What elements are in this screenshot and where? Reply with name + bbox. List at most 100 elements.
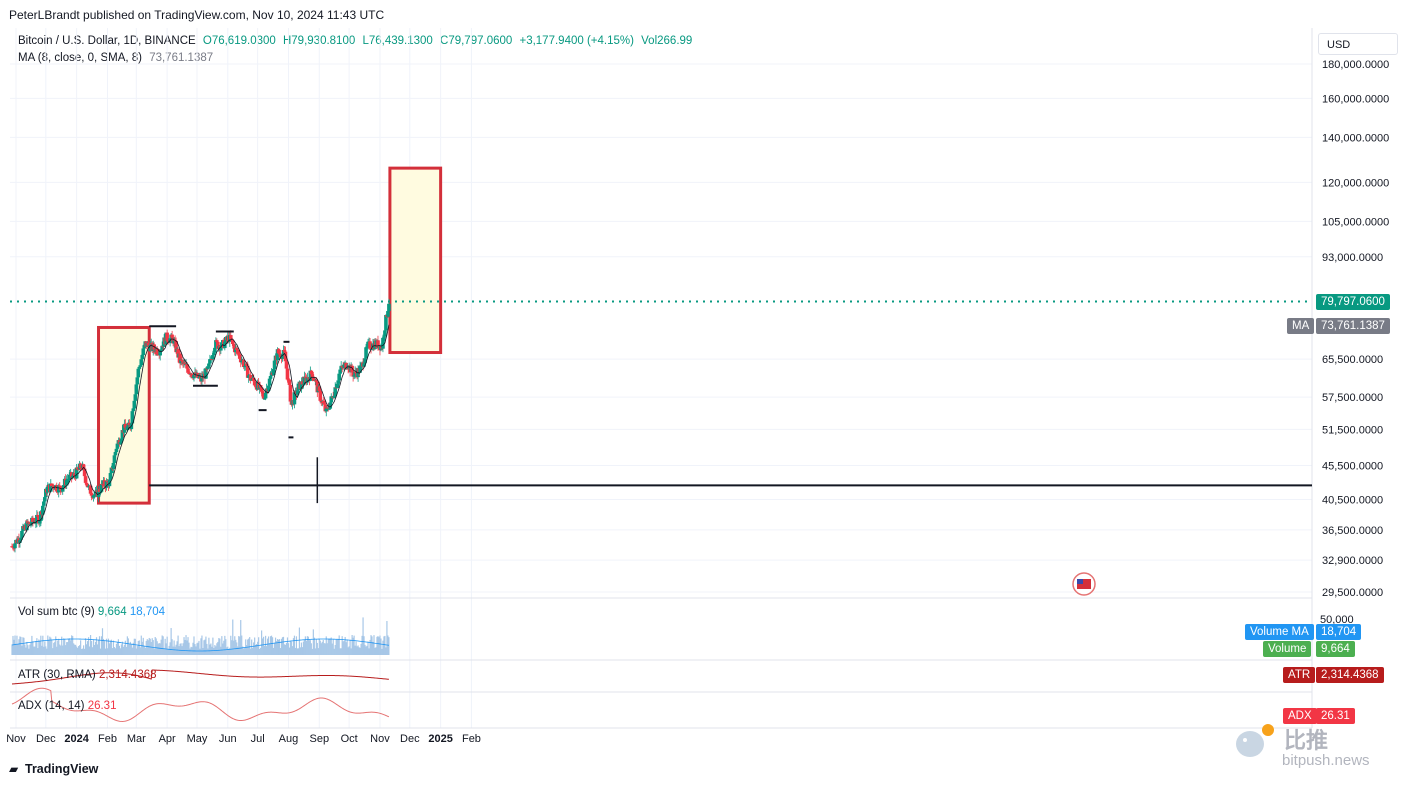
candle-body [93,491,98,495]
candle-body [340,366,344,368]
candle-body [253,385,258,387]
candle-body [275,349,280,361]
candle-body [181,361,185,364]
candle-body [324,408,329,412]
ma-label: MA (8, close, 0, SMA, 8) [18,52,142,64]
time-tick-label: Nov [6,733,26,745]
ma-polyline [18,324,390,545]
candle-body [350,365,354,373]
candle-body [321,400,326,404]
currency-selector[interactable]: USD [1318,33,1398,55]
candle-body [11,546,15,548]
candle-body [344,362,348,369]
candle-body [34,522,38,524]
candle-body [183,362,187,365]
candle-body [146,342,151,346]
adx-pane-title[interactable]: ADX (14, 14) 26.31 [18,700,116,712]
annotation-box [388,166,443,355]
candle-body [178,353,182,364]
time-tick-label: Mar [127,733,146,745]
candle-body [48,483,53,492]
ma-line [10,300,1312,545]
candle-body [84,482,89,485]
candle-body [317,386,322,392]
candle-body [231,344,236,346]
candle-body [200,375,204,382]
atr-line [11,669,389,685]
candle-body [308,370,313,381]
candle-body [49,483,54,487]
candle-body [111,462,116,470]
candle-body [252,381,257,386]
time-tick-label: 2024 [64,733,89,745]
candle-body [207,363,211,367]
candle-body [123,423,128,428]
candle-body [105,480,110,482]
price-tick-label: 40,500.0000 [1322,494,1383,506]
time-tick-label: Feb [462,733,481,745]
candles [10,298,391,553]
candle-body [96,489,101,498]
candle-body [248,374,253,381]
candle-body [118,441,123,445]
candle-body [228,335,233,340]
volume-tag-label: Volume [1263,641,1312,657]
candle-body [272,360,277,370]
candle-body [235,349,240,354]
volume-value: Vol266.99 [641,35,693,47]
candle-body [263,392,268,399]
atr-pane [11,669,389,685]
candle-body [185,364,189,369]
candle-body [20,530,24,538]
candle-body [190,373,194,377]
volume-pane-title[interactable]: Vol sum btc (9) 9,664 18,704 [18,606,165,618]
tradingview-brand: TradingView [25,762,99,776]
candle-body [64,480,69,486]
candle-body [368,341,372,349]
candle-body [211,355,215,360]
symbol-name[interactable]: Bitcoin / U.S. Dollar, 1D, BINANCE [18,35,196,47]
tradingview-logo[interactable]: ▰ TradingView [9,762,98,776]
volume-title: Vol sum btc (9) [18,606,95,618]
atr-title: ATR (30, RMA) [18,669,96,681]
candle-body [376,340,380,349]
time-tick-label: Dec [36,733,56,745]
volume-value-2: 18,704 [129,606,166,618]
time-tick-label: Feb [98,733,117,745]
time-tick-label: May [187,733,208,745]
adx-tag-label: ADX [1283,708,1317,724]
candle-body [46,486,50,493]
candle-body [246,375,251,378]
candle-body [197,377,201,379]
candle-body [354,371,358,374]
candle-body [13,543,17,549]
candle-body [204,368,208,379]
candle-body [301,384,306,386]
candle-body [165,332,169,341]
candle-body [82,468,87,477]
candle-body [268,376,273,379]
atr-pane-title[interactable]: ATR (30, RMA) 2,314.4368 [18,669,157,681]
candle-body [236,353,241,355]
ma-axis-tag-label: MA [1287,318,1315,334]
candle-body [43,497,47,502]
candle-body [112,455,117,463]
candle-body [215,340,219,342]
candle-body [212,352,216,356]
candle-body [67,474,72,480]
candle-body [309,370,314,375]
us-flag-event-icon [1072,572,1096,596]
price-tick-label: 32,900.0000 [1322,555,1383,567]
time-tick-label: Sep [310,733,330,745]
candle-body [122,423,127,433]
candle-body [259,387,264,392]
candle-body [166,340,170,343]
candle-body [78,463,83,469]
candle-body [38,521,42,524]
candle-body [239,360,244,363]
candle-body [271,369,276,376]
candle-body [120,430,125,439]
candle-body [262,398,267,400]
candle-body [370,348,374,350]
